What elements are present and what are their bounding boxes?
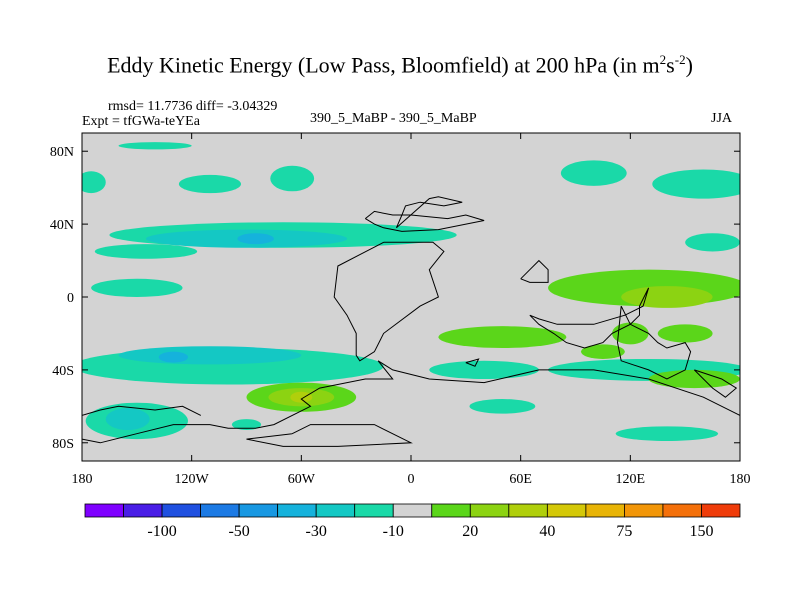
contour-region-3 <box>178 174 242 194</box>
y-tick-label: 80N <box>50 145 74 160</box>
contour-region-1 <box>118 142 192 150</box>
contour-region-16 <box>438 326 567 349</box>
season-label: JJA <box>711 111 733 126</box>
coastline-9 <box>693 369 738 398</box>
colorbar-label: 150 <box>689 523 713 540</box>
colorbar-box-5 <box>238 503 279 518</box>
x-tick-label: 60W <box>288 472 316 487</box>
case-label: 390_5_MaBP - 390_5_MaBP <box>310 111 477 126</box>
coastline-1 <box>364 210 485 232</box>
chart-title: Eddy Kinetic Energy (Low Pass, Bloomfiel… <box>107 52 693 78</box>
contour-region-15 <box>612 322 649 345</box>
contour-region-32 <box>231 419 262 431</box>
colorbar-box-2 <box>123 503 163 518</box>
x-tick-label: 120W <box>175 472 210 487</box>
colorbar-label: 75 <box>616 523 632 540</box>
contour-region-11 <box>91 278 183 297</box>
contour-region-24 <box>580 344 625 359</box>
coastline-4 <box>377 360 740 416</box>
coastline-12 <box>395 196 463 229</box>
colorbar-label: -30 <box>306 523 327 540</box>
contour-region-2 <box>82 171 106 194</box>
colorbar-box-9 <box>392 503 433 518</box>
colorbar-box-1 <box>84 503 124 518</box>
coastline-3 <box>82 360 394 444</box>
contour-region-19 <box>118 346 302 365</box>
x-tick-label: 180 <box>72 472 93 487</box>
colorbar-box-3 <box>161 503 201 518</box>
contour-region-30 <box>469 399 536 414</box>
colorbar-label: -50 <box>228 523 249 540</box>
contour-region-4 <box>270 165 315 192</box>
contour-region-27 <box>290 391 313 403</box>
contour-region-6 <box>652 169 740 199</box>
x-tick-label: 0 <box>408 472 415 487</box>
coastlines <box>82 196 740 447</box>
colorbar-box-14 <box>585 503 625 518</box>
colorbar-box-4 <box>200 503 240 518</box>
expt-label: Expt = tfGWa-teYEa <box>82 114 200 129</box>
axes: 180 120W 60W 0 60E 120E 180 80N 40N 0 40S 80S <box>50 133 751 487</box>
colorbar-box-6 <box>277 503 317 518</box>
colorbar-box-17 <box>701 503 741 518</box>
contour-region-31 <box>615 426 719 441</box>
contour-region-5 <box>560 160 627 186</box>
coastline-8 <box>616 305 692 380</box>
contour-region-14 <box>621 286 713 308</box>
x-tick-label: 120E <box>616 472 646 487</box>
coastline-10 <box>465 358 480 367</box>
y-tick-label: 0 <box>67 291 74 306</box>
colorbar-box-15 <box>624 503 664 518</box>
y-tick-label: 40S <box>52 364 74 379</box>
colorbar-label: 20 <box>462 523 478 540</box>
colorbar-label: -10 <box>383 523 404 540</box>
colorbar-box-10 <box>431 503 471 518</box>
rmsd-label: rmsd= 11.7736 diff= -3.04329 <box>108 99 278 114</box>
colorbar: -100 -50 -30 -10 20 40 75 150 <box>84 503 741 540</box>
y-tick-label: 80S <box>52 437 74 452</box>
x-tick-label: 60E <box>509 472 532 487</box>
colorbar-box-11 <box>469 503 510 518</box>
coastline-2 <box>333 241 445 362</box>
colorbar-box-13 <box>546 503 587 518</box>
coastline-11 <box>520 259 549 283</box>
contour-region-12 <box>685 233 740 252</box>
contour-region-20 <box>158 351 189 363</box>
coastline-7 <box>529 287 650 349</box>
colorbar-box-12 <box>508 503 548 518</box>
contour-region-17 <box>657 324 713 343</box>
contour-region-21 <box>429 360 539 379</box>
colorbar-label: -100 <box>147 523 176 540</box>
contour-region-10 <box>94 244 198 259</box>
x-tick-label: 180 <box>730 472 751 487</box>
contour-region-23 <box>648 369 740 389</box>
colorbar-box-8 <box>354 503 394 518</box>
coastline-6 <box>246 424 413 447</box>
colorbar-box-16 <box>662 503 702 518</box>
colorbar-label: 40 <box>539 523 555 540</box>
coastline-5 <box>82 405 202 416</box>
colorbar-box-7 <box>315 503 356 518</box>
y-tick-label: 40N <box>50 218 74 233</box>
contour-fills <box>82 142 740 441</box>
contour-region-29 <box>105 408 150 431</box>
contour-region-9 <box>237 233 274 245</box>
